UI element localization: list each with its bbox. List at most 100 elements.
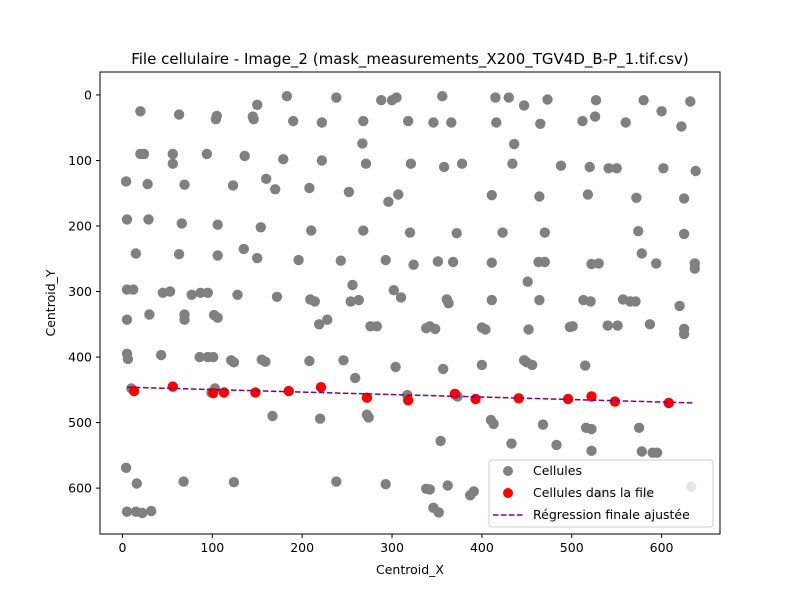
cell-point-74 xyxy=(306,225,317,236)
cell-point-141 xyxy=(430,323,441,335)
cell-point-86 xyxy=(252,252,263,264)
file-point-13 xyxy=(586,391,597,402)
cell-point-164 xyxy=(350,372,361,384)
y-tick-label-1: 100 xyxy=(68,153,92,168)
cell-point-38 xyxy=(239,150,250,162)
cell-point-59 xyxy=(270,184,281,195)
cell-point-66 xyxy=(582,189,594,200)
cell-point-47 xyxy=(509,138,520,150)
cell-point-64 xyxy=(486,190,497,201)
cell-point-161 xyxy=(260,356,271,367)
legend-marker-file xyxy=(503,488,513,498)
cell-point-95 xyxy=(539,256,550,268)
x-tick-label-2: 200 xyxy=(290,540,314,555)
x-tick-label-1: 100 xyxy=(200,540,224,555)
cell-point-39 xyxy=(278,154,289,165)
cell-point-45 xyxy=(456,158,468,169)
cell-point-23 xyxy=(535,118,546,129)
cell-point-79 xyxy=(539,227,550,238)
cell-point-120 xyxy=(486,294,497,306)
cell-point-8 xyxy=(288,115,299,127)
cell-point-170 xyxy=(527,359,538,371)
x-tick-label-3: 300 xyxy=(380,540,404,555)
cell-point-127 xyxy=(630,296,641,307)
y-tick-label-5: 500 xyxy=(68,415,92,430)
cell-point-44 xyxy=(438,161,450,173)
cell-point-87 xyxy=(293,254,304,266)
cell-point-27 xyxy=(590,95,602,106)
cell-point-46 xyxy=(507,158,518,169)
file-point-8 xyxy=(403,395,414,406)
cell-point-15 xyxy=(403,115,414,127)
cell-point-89 xyxy=(380,254,391,266)
cell-point-62 xyxy=(383,196,394,207)
cell-point-58 xyxy=(261,173,272,184)
cell-point-179 xyxy=(314,413,326,424)
cell-point-71 xyxy=(176,218,187,229)
cell-point-166 xyxy=(438,363,449,375)
cell-point-134 xyxy=(212,312,223,323)
cell-point-75 xyxy=(358,225,369,236)
cell-point-42 xyxy=(360,158,372,169)
cell-point-91 xyxy=(432,256,444,267)
cell-point-82 xyxy=(130,248,142,259)
cell-point-122 xyxy=(534,294,545,306)
cell-point-144 xyxy=(523,324,534,335)
cell-point-70 xyxy=(143,214,154,225)
y-axis: 0 100 200 300 400 500 600 xyxy=(68,87,100,496)
cell-point-92 xyxy=(447,256,459,268)
cell-point-80 xyxy=(633,226,644,237)
cell-point-129 xyxy=(121,314,133,325)
file-point-2 xyxy=(208,387,219,399)
cell-point-159 xyxy=(228,357,240,368)
cell-point-119 xyxy=(443,298,454,309)
cell-point-154 xyxy=(155,349,167,361)
cell-point-3 xyxy=(210,114,222,125)
cell-point-193 xyxy=(178,476,189,487)
y-tick-label-0: 0 xyxy=(84,87,92,102)
cell-point-73 xyxy=(255,222,266,233)
cell-point-77 xyxy=(451,228,462,239)
cell-point-98 xyxy=(636,248,647,259)
cell-point-138 xyxy=(371,321,382,332)
cell-point-97 xyxy=(593,258,604,269)
cell-point-128 xyxy=(674,300,685,312)
cell-point-205 xyxy=(651,447,663,458)
cell-point-149 xyxy=(644,319,656,330)
cell-point-181 xyxy=(363,412,374,423)
cell-point-1 xyxy=(173,109,185,120)
cell-point-78 xyxy=(497,227,508,238)
cell-point-20 xyxy=(491,117,502,128)
y-tick-label-4: 400 xyxy=(68,350,92,365)
cell-point-124 xyxy=(585,296,596,307)
legend-label-cellules: Cellules xyxy=(533,463,582,478)
cell-point-21 xyxy=(503,92,514,103)
cell-point-76 xyxy=(404,227,416,238)
cell-point-171 xyxy=(580,360,591,371)
cell-point-90 xyxy=(408,259,419,270)
cell-point-53 xyxy=(690,165,701,177)
chart-title: File cellulaire - Image_2 (mask_measurem… xyxy=(131,50,689,69)
cell-point-212 xyxy=(146,505,157,517)
cell-point-0 xyxy=(135,106,146,117)
plot-frame xyxy=(99,71,721,535)
cell-point-10 xyxy=(331,92,342,103)
cell-point-151 xyxy=(678,328,690,340)
cell-point-112 xyxy=(309,296,320,307)
cell-point-214 xyxy=(433,507,444,518)
cell-point-117 xyxy=(395,292,407,303)
y-axis-label: Centroid_Y xyxy=(43,269,58,336)
cell-point-84 xyxy=(212,250,223,261)
cell-point-130 xyxy=(144,309,155,320)
cell-point-14 xyxy=(391,92,402,103)
cell-point-162 xyxy=(304,355,315,367)
file-point-3 xyxy=(218,387,230,398)
file-point-11 xyxy=(513,393,524,404)
cell-point-81 xyxy=(678,228,690,240)
cell-point-5 xyxy=(248,114,259,125)
cell-point-198 xyxy=(424,484,435,495)
cell-point-69 xyxy=(121,214,133,225)
cell-point-22 xyxy=(518,100,530,111)
x-axis-label: Centroid_X xyxy=(376,562,444,577)
